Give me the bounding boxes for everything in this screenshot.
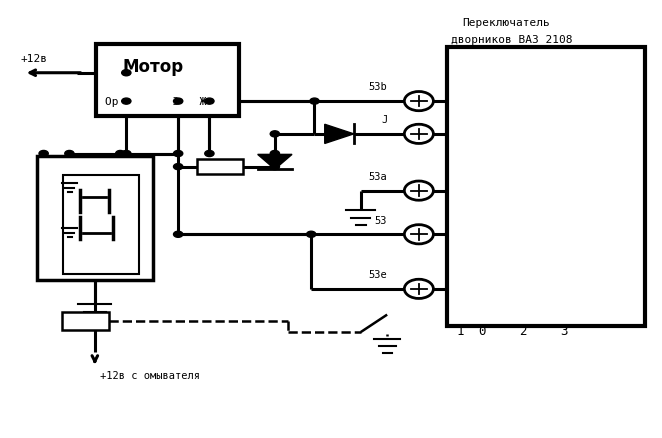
FancyBboxPatch shape xyxy=(197,159,243,174)
Text: 0: 0 xyxy=(478,325,485,338)
Circle shape xyxy=(270,150,279,156)
FancyBboxPatch shape xyxy=(64,175,140,274)
Circle shape xyxy=(116,150,125,156)
FancyBboxPatch shape xyxy=(37,155,153,280)
Circle shape xyxy=(65,150,74,156)
Circle shape xyxy=(173,231,183,237)
Circle shape xyxy=(205,150,214,156)
Circle shape xyxy=(205,98,214,104)
Circle shape xyxy=(310,98,319,104)
Text: Ор        З   Ж: Ор З Ж xyxy=(105,97,207,107)
Circle shape xyxy=(122,70,131,76)
Polygon shape xyxy=(325,124,354,144)
Circle shape xyxy=(39,150,48,156)
Text: 3: 3 xyxy=(560,325,567,338)
Circle shape xyxy=(270,131,279,137)
Text: дворников ВАЗ 2108: дворников ВАЗ 2108 xyxy=(451,35,572,45)
Circle shape xyxy=(173,98,183,104)
FancyBboxPatch shape xyxy=(97,44,238,117)
Circle shape xyxy=(173,150,183,156)
Circle shape xyxy=(122,98,131,104)
Polygon shape xyxy=(258,154,292,169)
Circle shape xyxy=(173,163,183,170)
Circle shape xyxy=(404,279,434,298)
Text: 53b: 53b xyxy=(368,82,387,92)
FancyBboxPatch shape xyxy=(62,312,109,330)
Text: +12в: +12в xyxy=(21,54,48,64)
Circle shape xyxy=(270,163,279,170)
Text: Мотор: Мотор xyxy=(122,58,183,76)
Text: 2: 2 xyxy=(519,325,526,338)
FancyBboxPatch shape xyxy=(447,46,645,326)
Text: 53е: 53е xyxy=(368,270,387,280)
Text: 53а: 53а xyxy=(368,172,387,182)
Text: J: J xyxy=(381,115,387,125)
Text: +12в с омывателя: +12в с омывателя xyxy=(100,371,200,381)
Circle shape xyxy=(404,124,434,144)
Circle shape xyxy=(404,92,434,111)
Text: 1: 1 xyxy=(456,325,463,338)
Circle shape xyxy=(404,225,434,244)
Circle shape xyxy=(122,150,131,156)
Text: Переключатель: Переключатель xyxy=(463,18,550,28)
Circle shape xyxy=(307,231,316,237)
Circle shape xyxy=(404,181,434,200)
Text: 53: 53 xyxy=(375,215,387,226)
